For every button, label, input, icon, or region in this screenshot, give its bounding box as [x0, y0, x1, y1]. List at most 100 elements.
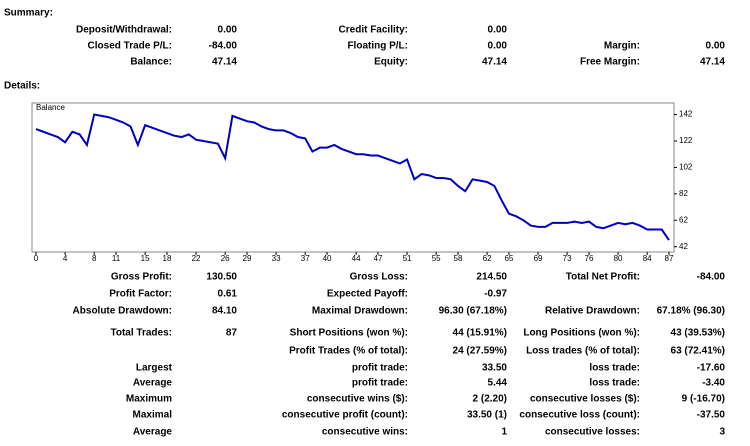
x-tick-label: 87: [665, 254, 674, 263]
x-tick-label: 15: [141, 254, 150, 263]
label: consecutive profit (count):: [282, 410, 408, 421]
label: Largest: [136, 363, 173, 374]
value: 0.00: [706, 41, 726, 52]
x-tick-label: 51: [403, 254, 412, 263]
x-tick-label: 18: [163, 254, 172, 263]
label: Closed Trade P/L:: [88, 41, 172, 52]
x-tick-label: 29: [243, 254, 252, 263]
x-tick-label: 80: [614, 254, 623, 263]
value: 3: [719, 427, 725, 438]
x-tick-label: 37: [301, 254, 310, 263]
label: consecutive loss (count):: [519, 410, 640, 421]
x-tick-label: 73: [563, 254, 572, 263]
y-tick-label: 102: [679, 163, 693, 172]
value: 43 (39.53%): [671, 328, 725, 339]
value: 63 (72.41%): [671, 346, 725, 357]
x-tick-label: 44: [352, 254, 361, 263]
label: Gross Profit:: [111, 272, 172, 283]
value: 33.50: [482, 363, 507, 374]
value: -0.97: [484, 289, 507, 300]
value: 0.00: [218, 25, 238, 36]
value: -3.40: [702, 378, 725, 389]
label: consecutive losses:: [545, 427, 640, 438]
label: Total Net Profit:: [566, 272, 640, 283]
section-title: Summary:: [4, 8, 53, 19]
label: Margin:: [604, 41, 640, 52]
value: 0.61: [218, 289, 238, 300]
label: Absolute Drawdown:: [73, 306, 172, 317]
label: Balance:: [130, 57, 172, 68]
label: loss trade:: [589, 378, 640, 389]
x-tick-label: 62: [483, 254, 492, 263]
label: Short Positions (won %):: [290, 328, 408, 339]
value: 214.50: [476, 272, 507, 283]
value: 67.18% (96.30): [657, 306, 725, 317]
value: 33.50 (1): [467, 410, 507, 421]
label: Average: [133, 378, 173, 389]
value: 47.14: [482, 57, 507, 68]
value: -17.60: [697, 363, 726, 374]
chart-frame: [31, 102, 675, 253]
value: -84.00: [697, 272, 726, 283]
label: Expected Payoff:: [327, 289, 408, 300]
x-tick-label: 47: [374, 254, 383, 263]
value: 9 (-16.70): [682, 394, 725, 405]
value: 47.14: [212, 57, 237, 68]
x-tick-label: 55: [432, 254, 441, 263]
value: 0.00: [488, 41, 508, 52]
label: Average: [133, 427, 173, 438]
value: 0.00: [488, 25, 508, 36]
value: 84.10: [212, 306, 237, 317]
label: consecutive wins:: [322, 427, 408, 438]
legend: Balance: [36, 103, 65, 112]
value: 5.44: [488, 378, 508, 389]
label: consecutive losses ($):: [530, 394, 640, 405]
x-tick-label: 22: [192, 254, 201, 263]
label: Relative Drawdown:: [545, 306, 640, 317]
value: 130.50: [206, 272, 237, 283]
y-tick-label: 42: [679, 242, 688, 251]
label: Maximal: [133, 410, 173, 421]
label: Equity:: [374, 57, 408, 68]
label: Maximum: [126, 394, 172, 405]
x-tick-label: 69: [534, 254, 543, 263]
value: -37.50: [697, 410, 726, 421]
y-tick-label: 82: [679, 189, 688, 198]
y-tick-label: 62: [679, 215, 688, 224]
label: Maximal Drawdown:: [312, 306, 408, 317]
value: 44 (15.91%): [453, 328, 507, 339]
label: consecutive wins ($):: [307, 394, 408, 405]
label: Free Margin:: [580, 57, 640, 68]
x-tick-label: 84: [643, 254, 652, 263]
label: Profit Trades (% of total):: [289, 346, 408, 357]
x-tick-label: 58: [454, 254, 463, 263]
label: Profit Factor:: [109, 289, 172, 300]
label: profit trade:: [352, 378, 408, 389]
label: profit trade:: [352, 363, 408, 374]
y-tick-label: 122: [679, 136, 693, 145]
x-tick-label: 0: [34, 254, 39, 263]
value: 96.30 (67.18%): [439, 306, 507, 317]
x-tick-label: 65: [504, 254, 513, 263]
label: loss trade:: [589, 363, 640, 374]
value: 2 (2.20): [473, 394, 507, 405]
section-title: Details:: [4, 81, 40, 92]
x-tick-label: 40: [323, 254, 332, 263]
label: Deposit/Withdrawal:: [76, 25, 172, 36]
value: -84.00: [209, 41, 238, 52]
value: 24 (27.59%): [453, 346, 507, 357]
x-tick-label: 8: [92, 254, 97, 263]
label: Credit Facility:: [339, 25, 408, 36]
x-tick-label: 76: [585, 254, 594, 263]
label: Total Trades:: [111, 328, 173, 339]
x-tick-label: 33: [272, 254, 281, 263]
label: Loss trades (% of total):: [526, 346, 640, 357]
value: 1: [501, 427, 507, 438]
label: Gross Loss:: [350, 272, 408, 283]
x-tick-label: 26: [221, 254, 230, 263]
value: 47.14: [700, 57, 725, 68]
balance-line: [35, 113, 670, 241]
x-tick-label: 11: [112, 254, 121, 263]
label: Floating P/L:: [347, 41, 408, 52]
